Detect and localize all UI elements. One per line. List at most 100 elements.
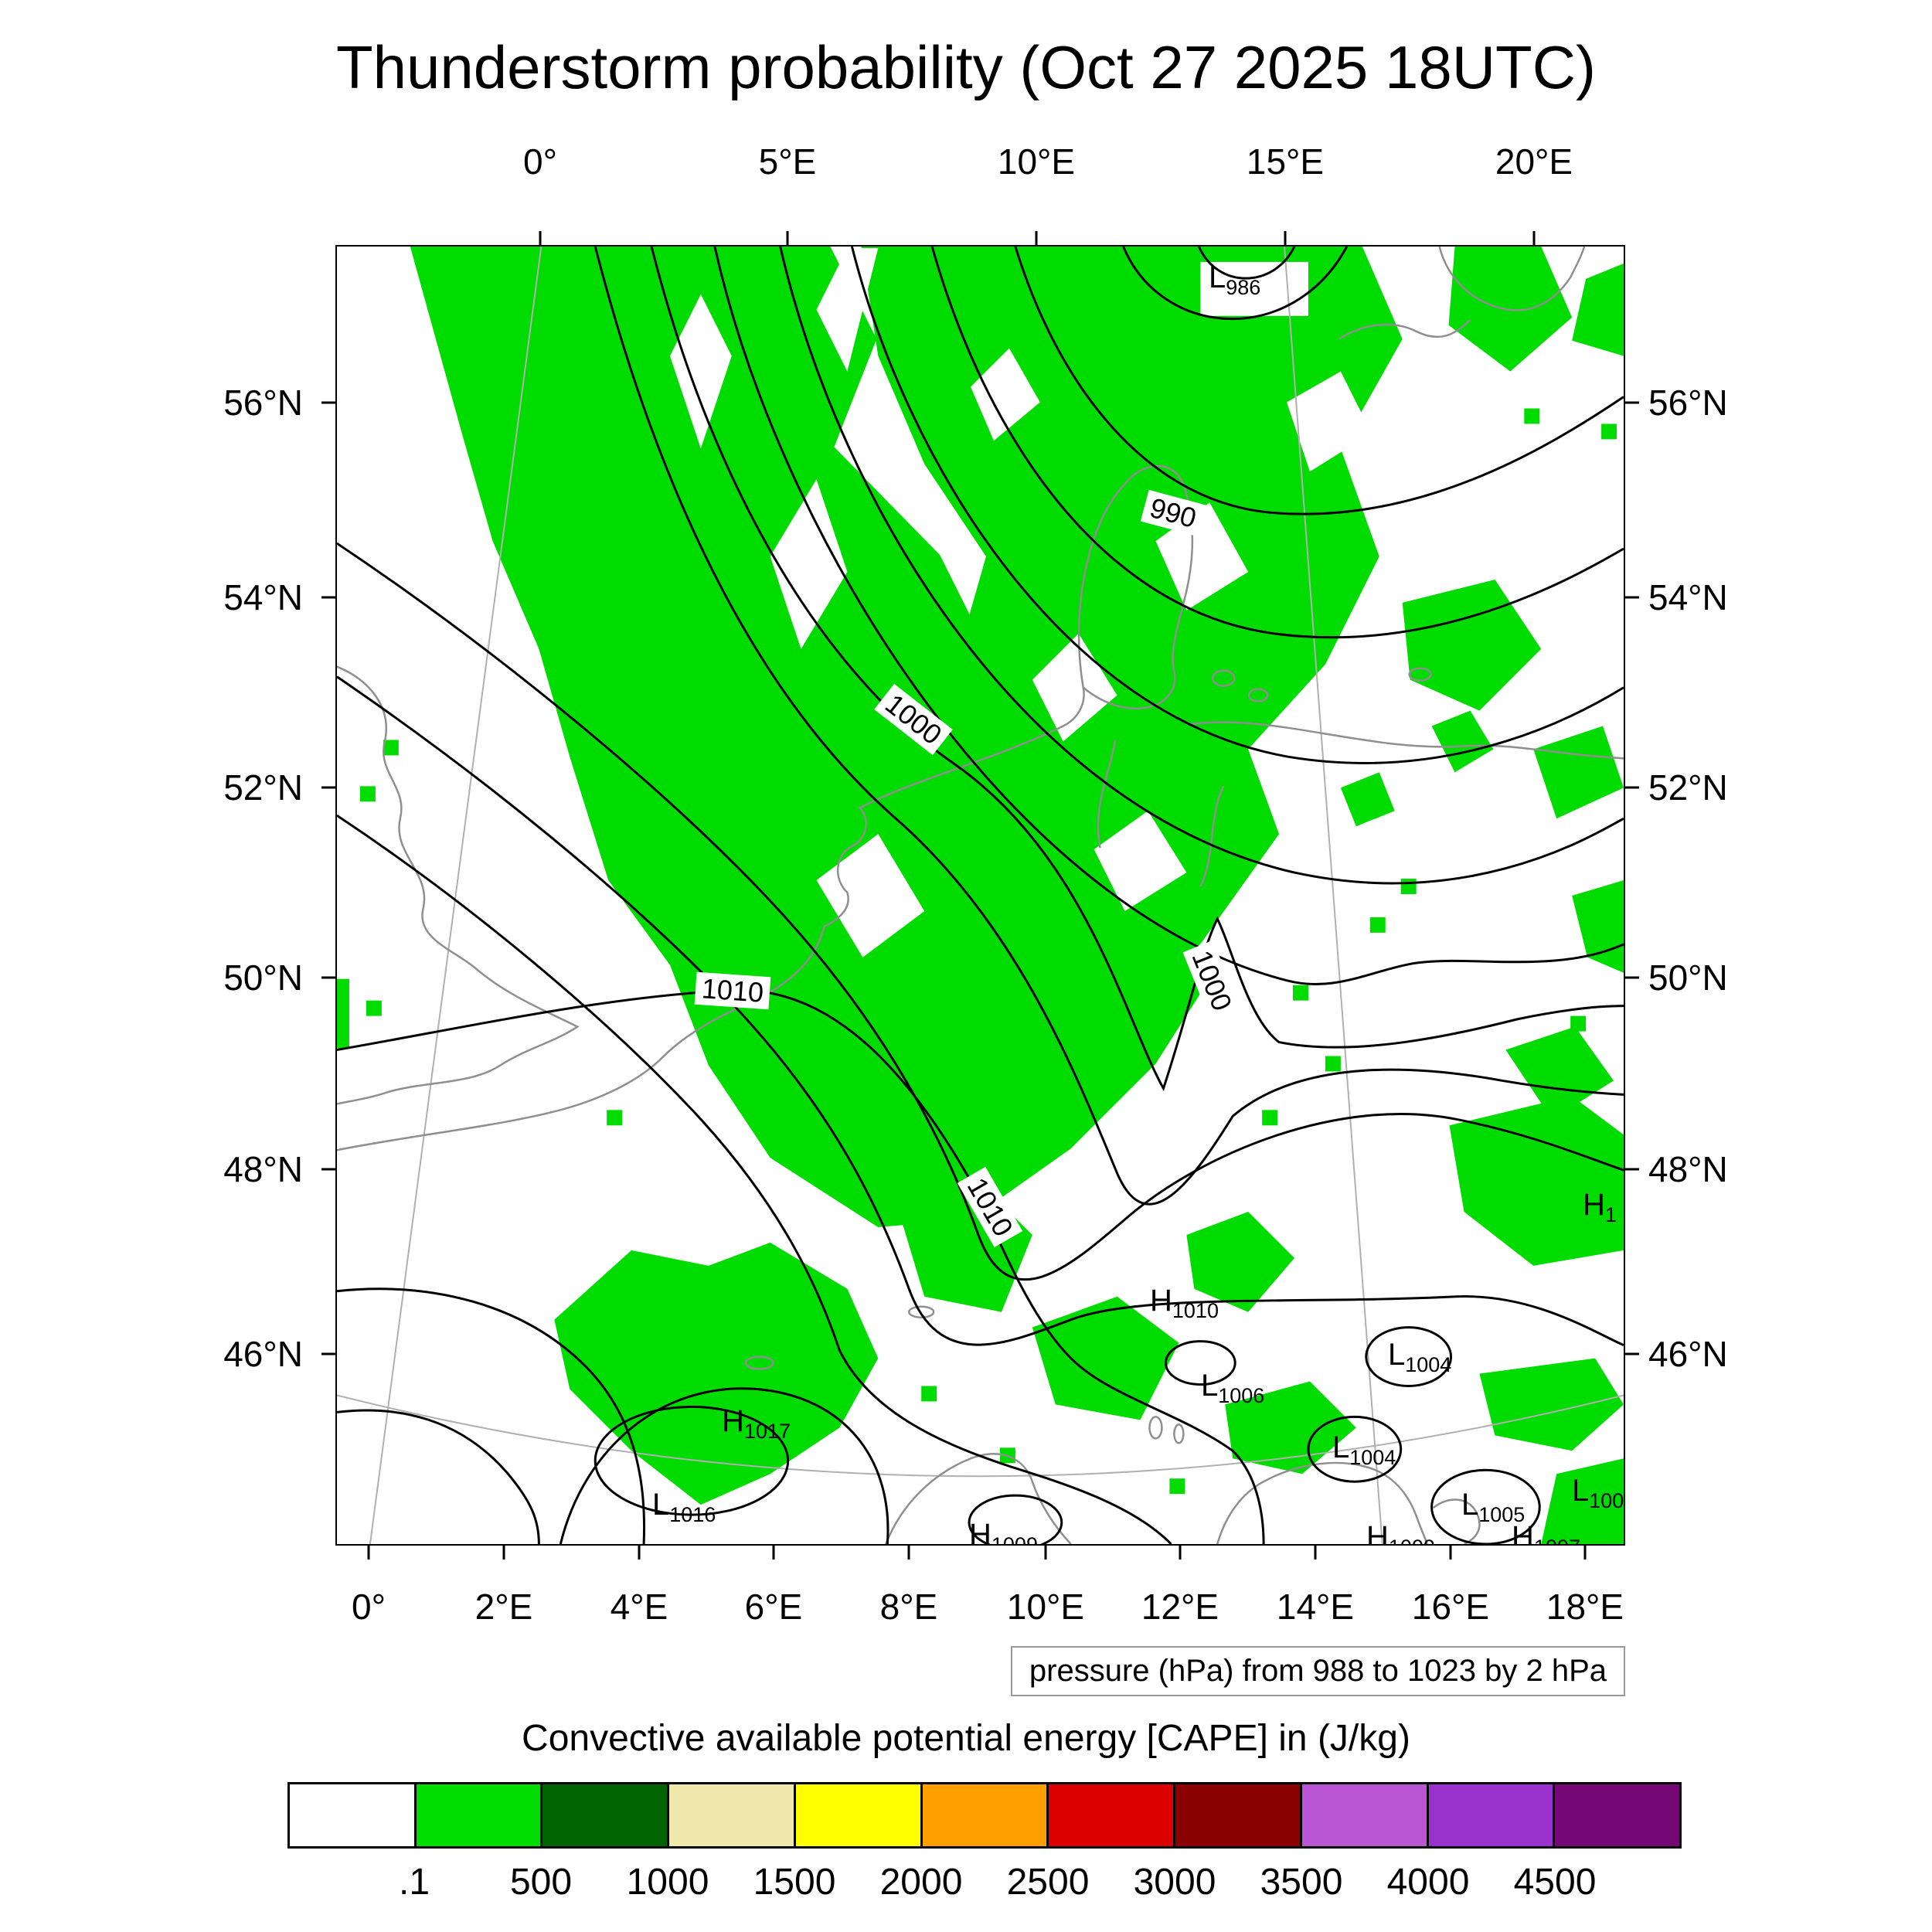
axis-tick-label-bottom: 14°E (1276, 1587, 1355, 1627)
colorbar-tick-label: 2500 (1006, 1862, 1090, 1903)
map-panel: 990 1000 1010 1000 1010 L986 H1 H1010 L1… (335, 245, 1625, 1546)
lake (744, 1355, 774, 1370)
cape-speckle (337, 978, 349, 1049)
pressure-center: L100 (1572, 1474, 1624, 1512)
pressure-center: L1016 (652, 1488, 716, 1526)
cape-hole (816, 834, 925, 957)
island (1408, 667, 1432, 682)
pressure-center-value: 100 (1589, 1489, 1624, 1512)
pressure-center-value: 1004 (1349, 1446, 1396, 1469)
cape-region (1449, 1096, 1624, 1266)
island (1247, 688, 1269, 702)
colorbar-cell (795, 1784, 920, 1846)
lake (1173, 1423, 1185, 1444)
isobar-closed (968, 1494, 1063, 1544)
pressure-center-letter: H (722, 1404, 744, 1438)
pressure-center-value: 1016 (669, 1503, 716, 1526)
isobar-closed (1307, 1415, 1403, 1483)
pressure-center: L1006 (1201, 1369, 1264, 1406)
colorbar-tick-label: 4500 (1513, 1862, 1597, 1903)
pressure-center-letter: H (1583, 1188, 1605, 1222)
isobar-992 (930, 247, 1624, 639)
cape-speckle (1293, 985, 1308, 1001)
cape-speckle (383, 740, 399, 756)
colorbar-cell (922, 1784, 1047, 1846)
isobar-1002 (594, 247, 1624, 1206)
pressure-center-value: 1017 (743, 1420, 791, 1443)
cape-speckle (359, 786, 376, 802)
axis-tick-label-bottom: 12°E (1141, 1587, 1219, 1627)
cape-region (1541, 1458, 1624, 1544)
contour-label: 1010 (694, 971, 771, 1010)
colorbar-cell (1428, 1784, 1553, 1846)
lake (1148, 1416, 1163, 1440)
cape-hole (770, 479, 848, 649)
colorbar-cell (1175, 1784, 1300, 1846)
cape-hole (669, 294, 732, 449)
axis-tick-label-left: 54°N (223, 577, 303, 617)
colorbar-tick-label: .1 (398, 1862, 430, 1903)
meridian-line (369, 247, 543, 1544)
coastline (1432, 1498, 1481, 1544)
pressure-center-letter: L (1388, 1338, 1406, 1372)
axis-tick-label-top: 10°E (997, 141, 1076, 182)
cape-speckle (1524, 408, 1540, 424)
axis-tick-label-top: 20°E (1495, 141, 1573, 182)
cape-region (1431, 710, 1494, 773)
colorbar-title: Convective available potential energy [C… (522, 1718, 1410, 1759)
cape-speckle (366, 1000, 382, 1016)
axis-tick-label-left: 46°N (223, 1334, 303, 1374)
pressure-center-letter: H (1512, 1520, 1534, 1546)
pressure-center: H1009 (1366, 1520, 1435, 1545)
pressure-center-value: 1009 (1389, 1536, 1435, 1545)
colorbar (287, 1782, 1682, 1849)
cape-speckle (1262, 1110, 1278, 1126)
isobar-1008 (337, 814, 1172, 1544)
isobar-1012 (337, 1287, 645, 1544)
pressure-center: H1 (1583, 1188, 1617, 1226)
cape-hole (1094, 811, 1187, 911)
cape-speckle (1570, 1015, 1587, 1032)
axis-tick-label-bottom: 6°E (744, 1587, 803, 1627)
cape-region (1032, 1296, 1179, 1420)
pressure-center-letter: L (1572, 1474, 1590, 1508)
cape-speckle (607, 1110, 623, 1126)
parallel-line (337, 1394, 1624, 1478)
cape-region (1533, 726, 1624, 819)
cape-hole (1287, 371, 1372, 472)
isobar-990 (1014, 247, 1624, 515)
cape-region (1505, 1026, 1614, 1120)
axis-tick-label-left: 50°N (223, 957, 303, 998)
cape-hole (816, 247, 879, 372)
isobar-closed (1164, 1340, 1236, 1386)
meridian-line (1284, 247, 1383, 1544)
pressure-center: L1004 (1388, 1338, 1451, 1376)
cape-speckle (1369, 917, 1386, 933)
contour-info-box: pressure (hPa) from 988 to 1023 by 2 hPa (1010, 1646, 1625, 1696)
isobar-988 (1122, 247, 1349, 321)
pressure-center-letter: L (1332, 1430, 1350, 1464)
cape-hole (971, 348, 1040, 441)
axis-tick-label-right: 50°N (1648, 957, 1728, 998)
lake (907, 1305, 935, 1318)
cape-speckle (1400, 879, 1417, 895)
axis-tick-label-right: 46°N (1648, 1334, 1728, 1374)
cape-hole (1032, 633, 1117, 742)
isobar-1004 (337, 542, 1624, 1281)
isobar-closed (1430, 1468, 1541, 1544)
pressure-center: H1017 (722, 1404, 791, 1442)
axis-tick-label-right: 56°N (1648, 383, 1728, 423)
pressure-center-value: 1007 (1534, 1536, 1580, 1545)
axis-tick-label-top: 5°E (758, 141, 817, 182)
pressure-center-value: 1 (1604, 1203, 1617, 1226)
page-title: Thunderstorm probability (Oct 27 2025 18… (335, 33, 1597, 101)
pressure-center-letter: L (1209, 260, 1226, 294)
isobar-1006 (337, 675, 1624, 1346)
pressure-center-letter: L (1201, 1369, 1219, 1403)
pressure-center-value: 1006 (1218, 1384, 1265, 1407)
pressure-center-letter: H (1150, 1284, 1172, 1318)
pressure-center: L986 (1209, 260, 1260, 298)
axis-tick-label-top: 0° (523, 141, 557, 182)
cape-speckle (921, 1386, 937, 1402)
